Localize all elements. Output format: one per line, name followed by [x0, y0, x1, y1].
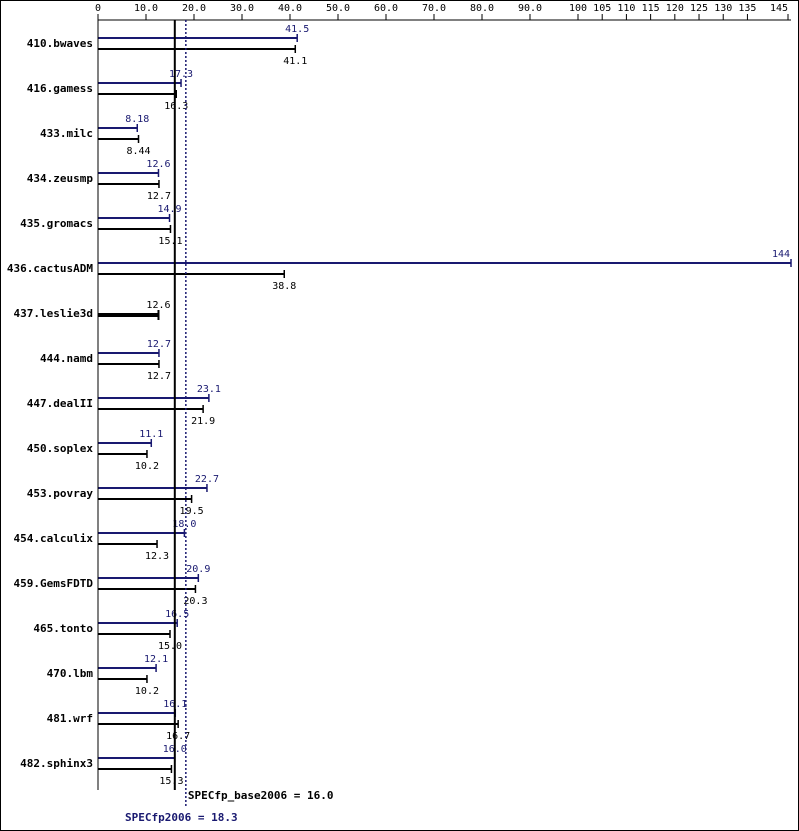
x-tick-label: 105 — [593, 3, 611, 14]
x-tick-label: 90.0 — [518, 3, 542, 14]
x-tick-label: 10.0 — [134, 3, 158, 14]
benchmark-label: 459.GemsFDTD — [14, 577, 94, 590]
x-tick-label: 0 — [95, 3, 101, 14]
benchmark-label: 437.leslie3d — [14, 307, 93, 320]
peak-value-label: 12.7 — [147, 339, 171, 350]
benchmark-label: 433.milc — [40, 127, 93, 140]
peak-value-label: 11.1 — [139, 429, 163, 440]
benchmark-label: 434.zeusmp — [27, 172, 94, 185]
summary-lines: SPECfp_base2006 = 16.0 SPECfp2006 = 18.3 — [125, 20, 334, 824]
benchmark-label: 470.lbm — [47, 667, 94, 680]
benchmark-label: 482.sphinx3 — [20, 757, 93, 770]
benchmark-label: 447.dealII — [27, 397, 93, 410]
base-value-label: 21.9 — [191, 416, 215, 427]
x-tick-label: 30.0 — [230, 3, 254, 14]
x-tick-label: 135 — [738, 3, 756, 14]
peak-value-label: 12.1 — [144, 654, 168, 665]
base-value-label: 12.6 — [146, 300, 170, 311]
benchmark-label: 450.soplex — [27, 442, 94, 455]
base-value-label: 12.7 — [147, 191, 171, 202]
base-value-label: 15.0 — [158, 641, 182, 652]
base-value-label: 8.44 — [126, 146, 150, 157]
base-summary-label: SPECfp_base2006 = 16.0 — [188, 789, 334, 802]
benchmark-label: 436.cactusADM — [7, 262, 93, 275]
peak-summary-label: SPECfp2006 = 18.3 — [125, 811, 238, 824]
base-value-label: 10.2 — [135, 461, 159, 472]
base-value-label: 12.3 — [145, 551, 169, 562]
benchmark-label: 453.povray — [27, 487, 94, 500]
x-tick-label: 100 — [569, 3, 587, 14]
benchmark-label: 444.namd — [40, 352, 93, 365]
peak-value-label: 18.0 — [172, 519, 196, 530]
x-tick-label: 40.0 — [278, 3, 302, 14]
x-tick-label: 110 — [617, 3, 635, 14]
base-bar — [98, 313, 159, 317]
base-value-label: 16.3 — [164, 101, 188, 112]
peak-value-label: 12.6 — [146, 159, 170, 170]
base-value-label: 38.8 — [272, 281, 296, 292]
peak-value-label: 20.9 — [186, 564, 210, 575]
x-tick-label: 80.0 — [470, 3, 494, 14]
bar-group: 410.bwaves 41.5 41.1 416.gamess 17.3 16.3 433.… — [7, 20, 792, 790]
benchmark-label: 435.gromacs — [20, 217, 93, 230]
peak-value-label: 144 — [772, 249, 790, 260]
x-tick-label: 120 — [666, 3, 684, 14]
x-tick-label: 60.0 — [374, 3, 398, 14]
benchmark-label: 454.calculix — [14, 532, 94, 545]
base-value-label: 15.3 — [159, 776, 183, 787]
benchmark-label: 465.tonto — [33, 622, 93, 635]
base-value-label: 16.7 — [166, 731, 190, 742]
peak-value-label: 8.18 — [125, 114, 149, 125]
x-axis: 0 10.0 20.0 30.0 40.0 50.0 60.0 70.0 80.0 90.0 100… — [95, 3, 791, 21]
benchmark-label: 416.gamess — [27, 82, 93, 95]
x-tick-label: 115 — [642, 3, 660, 14]
peak-value-label: 16.5 — [165, 609, 189, 620]
base-value-label: 12.7 — [147, 371, 171, 382]
benchmark-label: 410.bwaves — [27, 37, 93, 50]
peak-value-label: 17.3 — [169, 69, 193, 80]
x-tick-label: 70.0 — [422, 3, 446, 14]
x-tick-label: 125 — [690, 3, 708, 14]
x-tick-label: 20.0 — [182, 3, 206, 14]
base-value-label: 20.3 — [183, 596, 207, 607]
x-tick-label: 130 — [714, 3, 732, 14]
peak-value-label: 14.9 — [157, 204, 181, 215]
benchmark-label: 481.wrf — [47, 712, 93, 725]
x-tick-label: 145 — [770, 3, 788, 14]
peak-value-label: 23.1 — [197, 384, 221, 395]
x-tick-label: 50.0 — [326, 3, 350, 14]
base-value-label: 19.5 — [180, 506, 204, 517]
peak-value-label: 41.5 — [285, 24, 309, 35]
base-value-label: 15.1 — [158, 236, 182, 247]
peak-value-label: 22.7 — [195, 474, 219, 485]
base-value-label: 10.2 — [135, 686, 159, 697]
base-value-label: 41.1 — [283, 56, 307, 67]
